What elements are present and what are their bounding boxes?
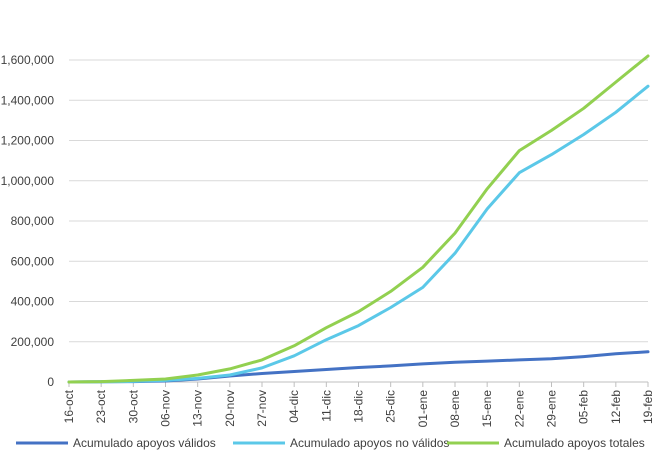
legend: Acumulado apoyos válidos Acumulado apoyos… bbox=[16, 436, 645, 450]
y-axis-tick-labels: 0 200,000 400,000 600,000 800,000 1,000,000 1,… bbox=[1, 53, 55, 389]
x-tick-label: 23-oct bbox=[94, 389, 108, 423]
legend-label: Acumulado apoyos totales bbox=[504, 436, 645, 450]
gridlines bbox=[69, 59, 648, 383]
x-tick-label: 29-ene bbox=[545, 390, 559, 428]
x-tick-label: 11-dic bbox=[319, 390, 333, 422]
y-tick-label: 1,600,000 bbox=[1, 53, 55, 67]
legend-label: Acumulado apoyos no válidos bbox=[290, 436, 449, 450]
x-tick-label: 20-nov bbox=[223, 390, 237, 427]
x-tick-label: 18-dic bbox=[352, 390, 366, 423]
x-tick-label: 30-oct bbox=[126, 389, 140, 423]
x-tick-label: 06-nov bbox=[159, 390, 173, 427]
x-tick-label: 25-dic bbox=[384, 390, 398, 423]
x-tick-label: 13-nov bbox=[191, 390, 205, 427]
y-tick-label: 1,200,000 bbox=[1, 134, 55, 148]
x-tick-label: 15-ene bbox=[480, 390, 494, 428]
x-tick-label: 27-nov bbox=[255, 390, 269, 427]
y-tick-label: 200,000 bbox=[11, 335, 55, 349]
x-tick-label: 16-oct bbox=[62, 389, 76, 423]
series-line-2 bbox=[67, 84, 650, 384]
x-tick-label: 12-feb bbox=[609, 390, 623, 424]
y-tick-label: 400,000 bbox=[11, 295, 55, 309]
x-tick-label: 19-feb bbox=[641, 390, 655, 424]
y-tick-label: 1,400,000 bbox=[1, 93, 55, 107]
x-tick-label: 05-feb bbox=[577, 390, 591, 424]
y-tick-label: 600,000 bbox=[11, 254, 55, 268]
y-tick-label: 0 bbox=[47, 375, 54, 389]
series-line-3 bbox=[67, 54, 650, 384]
x-axis-tick-labels: 16-oct 23-oct 30-oct 06-nov 13-nov 20-nov 27-n… bbox=[62, 382, 655, 427]
x-tick-label: 04-dic bbox=[287, 390, 301, 423]
legend-label: Acumulado apoyos válidos bbox=[73, 436, 216, 450]
x-tick-label: 01-ene bbox=[416, 390, 430, 428]
y-tick-label: 1,000,000 bbox=[1, 174, 55, 188]
series-lines bbox=[67, 54, 650, 384]
x-tick-label: 08-ene bbox=[448, 390, 462, 428]
y-tick-label: 800,000 bbox=[11, 214, 55, 228]
x-tick-label: 22-ene bbox=[512, 390, 526, 428]
series-line-1 bbox=[67, 350, 650, 384]
